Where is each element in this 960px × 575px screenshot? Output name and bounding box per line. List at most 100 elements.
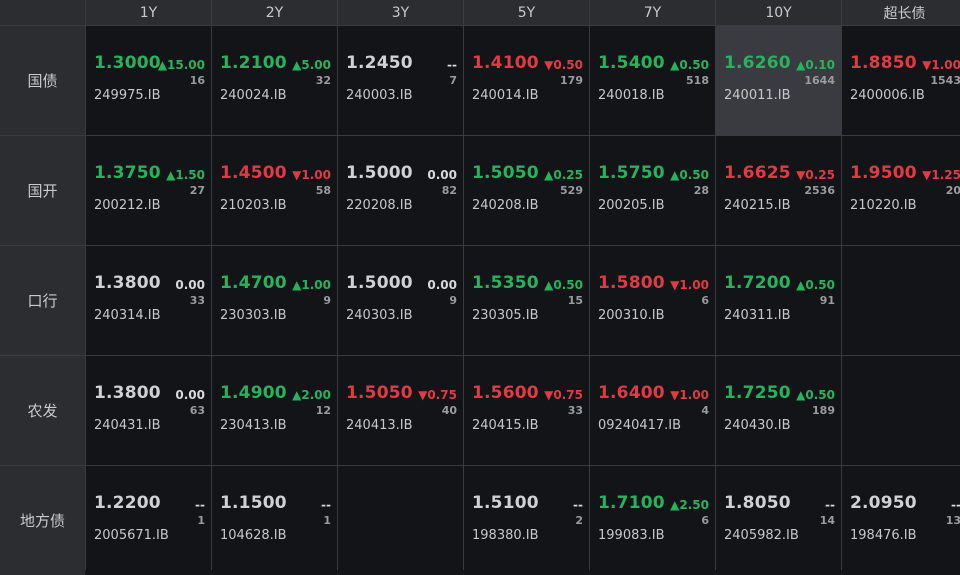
quote-yield: 1.7200 bbox=[724, 273, 791, 293]
bond-code: 230303.IB bbox=[220, 308, 287, 323]
quote-cell[interactable]: 1.5050 ▼0.75 40 240413.IB bbox=[338, 356, 463, 465]
quote-cell[interactable]: 1.4100 ▼0.50 179 240014.IB bbox=[464, 26, 589, 135]
quote-change: ▲15.00 bbox=[157, 58, 205, 72]
quote-cell[interactable]: 1.4500 ▼1.00 58 210203.IB bbox=[212, 136, 337, 245]
bond-code: 200212.IB bbox=[94, 198, 161, 213]
quote-cell[interactable]: 1.5100 -- 2 198380.IB bbox=[464, 466, 589, 575]
quote-cell[interactable]: 1.4700 ▲1.00 9 230303.IB bbox=[212, 246, 337, 355]
quote-cell[interactable]: 1.8050 -- 14 2405982.IB bbox=[716, 466, 841, 575]
quote-change: ▲5.00 bbox=[292, 58, 331, 72]
quote-cell[interactable]: 1.3800 0.00 63 240431.IB bbox=[86, 356, 211, 465]
quote-cell[interactable]: 1.6400 ▼1.00 4 09240417.IB bbox=[590, 356, 715, 465]
quote-cell[interactable]: 1.5350 ▲0.50 15 230305.IB bbox=[464, 246, 589, 355]
bond-code: 104628.IB bbox=[220, 528, 287, 543]
quote-change: ▲2.00 bbox=[292, 388, 331, 402]
quote-cell[interactable]: 2.0950 -- 13 198476.IB bbox=[842, 466, 960, 575]
row-label-exim: 口行 bbox=[0, 246, 85, 355]
quote-volume: 518 bbox=[686, 74, 709, 87]
quote-yield: 1.4900 bbox=[220, 383, 287, 403]
quote-cell[interactable]: 1.1500 -- 1 104628.IB bbox=[212, 466, 337, 575]
bond-code: 240303.IB bbox=[346, 308, 413, 323]
quote-cell[interactable]: 1.5050 ▲0.25 529 240208.IB bbox=[464, 136, 589, 245]
quote-yield: 1.5050 bbox=[472, 163, 539, 183]
quote-volume: 2 bbox=[575, 514, 583, 527]
quote-yield: 1.3800 bbox=[94, 273, 161, 293]
quote-cell[interactable]: 1.9500 ▼1.25 20 210220.IB bbox=[842, 136, 960, 245]
quote-yield: 1.5800 bbox=[598, 273, 665, 293]
bond-code: 230413.IB bbox=[220, 418, 287, 433]
quote-cell[interactable]: 1.2100 ▲5.00 32 240024.IB bbox=[212, 26, 337, 135]
bond-code: 2400006.IB bbox=[850, 88, 925, 103]
quote-volume: 63 bbox=[189, 404, 205, 417]
col-header-3y[interactable]: 3Y bbox=[338, 0, 463, 25]
quote-cell[interactable]: 1.7250 ▲0.50 189 240430.IB bbox=[716, 356, 841, 465]
quote-volume: 1644 bbox=[804, 74, 835, 87]
quote-change: ▲0.50 bbox=[670, 58, 709, 72]
quote-cell[interactable]: 1.6260 ▲0.10 1644 240011.IB bbox=[716, 26, 841, 135]
col-header-ultra-long[interactable]: 超长债 bbox=[842, 0, 960, 25]
bond-code: 240215.IB bbox=[724, 198, 791, 213]
quote-change: -- bbox=[195, 498, 205, 512]
quote-cell[interactable]: 1.2200 -- 1 2005671.IB bbox=[86, 466, 211, 575]
bond-code: 210203.IB bbox=[220, 198, 287, 213]
col-header-7y[interactable]: 7Y bbox=[590, 0, 715, 25]
quote-yield: 1.8050 bbox=[724, 493, 791, 513]
quote-yield: 1.9500 bbox=[850, 163, 917, 183]
quote-volume: 28 bbox=[693, 184, 709, 197]
quote-yield: 1.7250 bbox=[724, 383, 791, 403]
bond-code: 240311.IB bbox=[724, 308, 791, 323]
quote-cell[interactable]: 1.5400 ▲0.50 518 240018.IB bbox=[590, 26, 715, 135]
quote-yield: 1.7100 bbox=[598, 493, 665, 513]
col-header-2y[interactable]: 2Y bbox=[212, 0, 337, 25]
bond-code: 240314.IB bbox=[94, 308, 161, 323]
quote-cell[interactable]: 1.2450 -- 7 240003.IB bbox=[338, 26, 463, 135]
quote-cell[interactable]: 1.5800 ▼1.00 6 200310.IB bbox=[590, 246, 715, 355]
quote-yield: 1.4700 bbox=[220, 273, 287, 293]
bond-code: 240003.IB bbox=[346, 88, 413, 103]
quote-change: ▲0.10 bbox=[796, 58, 835, 72]
bond-code: 240011.IB bbox=[724, 88, 791, 103]
quote-cell[interactable]: 1.5750 ▲0.50 28 200205.IB bbox=[590, 136, 715, 245]
quote-cell[interactable]: 1.3800 0.00 33 240314.IB bbox=[86, 246, 211, 355]
quote-cell[interactable]: 1.8850 ▼1.00 1543 2400006.IB bbox=[842, 26, 960, 135]
quote-change: -- bbox=[951, 498, 960, 512]
quote-cell[interactable]: 1.7200 ▲0.50 91 240311.IB bbox=[716, 246, 841, 355]
quote-change: -- bbox=[825, 498, 835, 512]
quote-volume: 32 bbox=[315, 74, 331, 87]
col-header-10y[interactable]: 10Y bbox=[716, 0, 841, 25]
bond-code: 220208.IB bbox=[346, 198, 413, 213]
quote-cell[interactable]: 1.7100 ▲2.50 6 199083.IB bbox=[590, 466, 715, 575]
quote-cell[interactable]: 1.3000 ▲15.00 16 249975.IB bbox=[86, 26, 211, 135]
quote-change: 0.00 bbox=[427, 278, 457, 292]
quote-change: ▲0.50 bbox=[670, 168, 709, 182]
quote-cell[interactable]: 1.5000 0.00 9 240303.IB bbox=[338, 246, 463, 355]
bond-code: 230305.IB bbox=[472, 308, 539, 323]
col-header-5y[interactable]: 5Y bbox=[464, 0, 589, 25]
quote-change: -- bbox=[447, 58, 457, 72]
quote-cell[interactable]: 1.4900 ▲2.00 12 230413.IB bbox=[212, 356, 337, 465]
bond-code: 240024.IB bbox=[220, 88, 287, 103]
bond-code: 2405982.IB bbox=[724, 528, 799, 543]
quote-change: ▼1.25 bbox=[922, 168, 960, 182]
quote-cell[interactable]: 1.6625 ▼0.25 2536 240215.IB bbox=[716, 136, 841, 245]
quote-change: ▼0.75 bbox=[418, 388, 457, 402]
quote-volume: 529 bbox=[560, 184, 583, 197]
quote-change: -- bbox=[321, 498, 331, 512]
quote-change: ▼1.00 bbox=[670, 388, 709, 402]
quote-cell[interactable]: 1.3750 ▲1.50 27 200212.IB bbox=[86, 136, 211, 245]
bond-code: 240014.IB bbox=[472, 88, 539, 103]
quote-yield: 1.6400 bbox=[598, 383, 665, 403]
quote-change: ▲0.25 bbox=[544, 168, 583, 182]
quote-volume: 1 bbox=[197, 514, 205, 527]
quote-volume: 6 bbox=[701, 514, 709, 527]
quote-change: ▲0.50 bbox=[796, 388, 835, 402]
quote-cell[interactable]: 1.5600 ▼0.75 33 240415.IB bbox=[464, 356, 589, 465]
col-header-1y[interactable]: 1Y bbox=[86, 0, 211, 25]
quote-cell[interactable]: 1.5000 0.00 82 220208.IB bbox=[338, 136, 463, 245]
quote-volume: 40 bbox=[441, 404, 457, 417]
quote-yield: 1.6260 bbox=[724, 53, 791, 73]
quote-yield: 1.2100 bbox=[220, 53, 287, 73]
quote-volume: 1 bbox=[323, 514, 331, 527]
quote-volume: 82 bbox=[441, 184, 457, 197]
